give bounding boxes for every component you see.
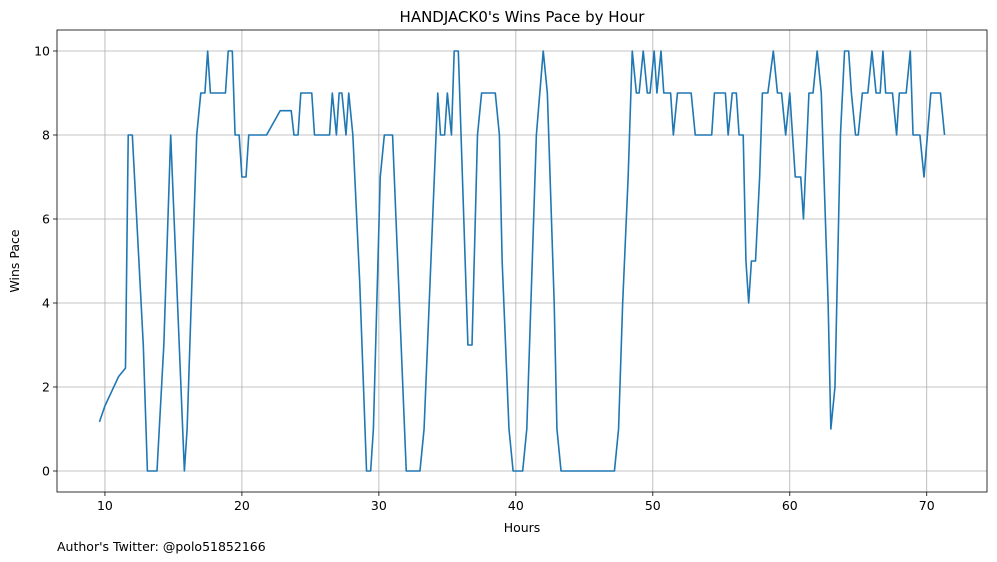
chart-title: HANDJACK0's Wins Pace by Hour [400,8,646,26]
x-axis-label: Hours [504,520,541,535]
x-tick-label: 50 [645,498,661,513]
y-tick-label: 0 [42,464,50,479]
y-axis-label: Wins Pace [7,229,22,292]
y-tick-label: 2 [42,380,50,395]
x-tick-label: 20 [234,498,250,513]
data-line [98,50,946,472]
y-tick-label: 6 [42,212,50,227]
x-tick-label: 10 [97,498,113,513]
y-tick-label: 8 [42,128,50,143]
x-tick-label: 40 [508,498,524,513]
y-tick-label: 10 [34,44,50,59]
annotation: Author's Twitter: @polo51852166 [57,539,266,554]
x-tick-label: 30 [371,498,387,513]
y-tick-label: 4 [42,296,50,311]
plot-frame [56,29,988,493]
x-tick-label: 70 [919,498,935,513]
x-tick-label: 60 [782,498,798,513]
